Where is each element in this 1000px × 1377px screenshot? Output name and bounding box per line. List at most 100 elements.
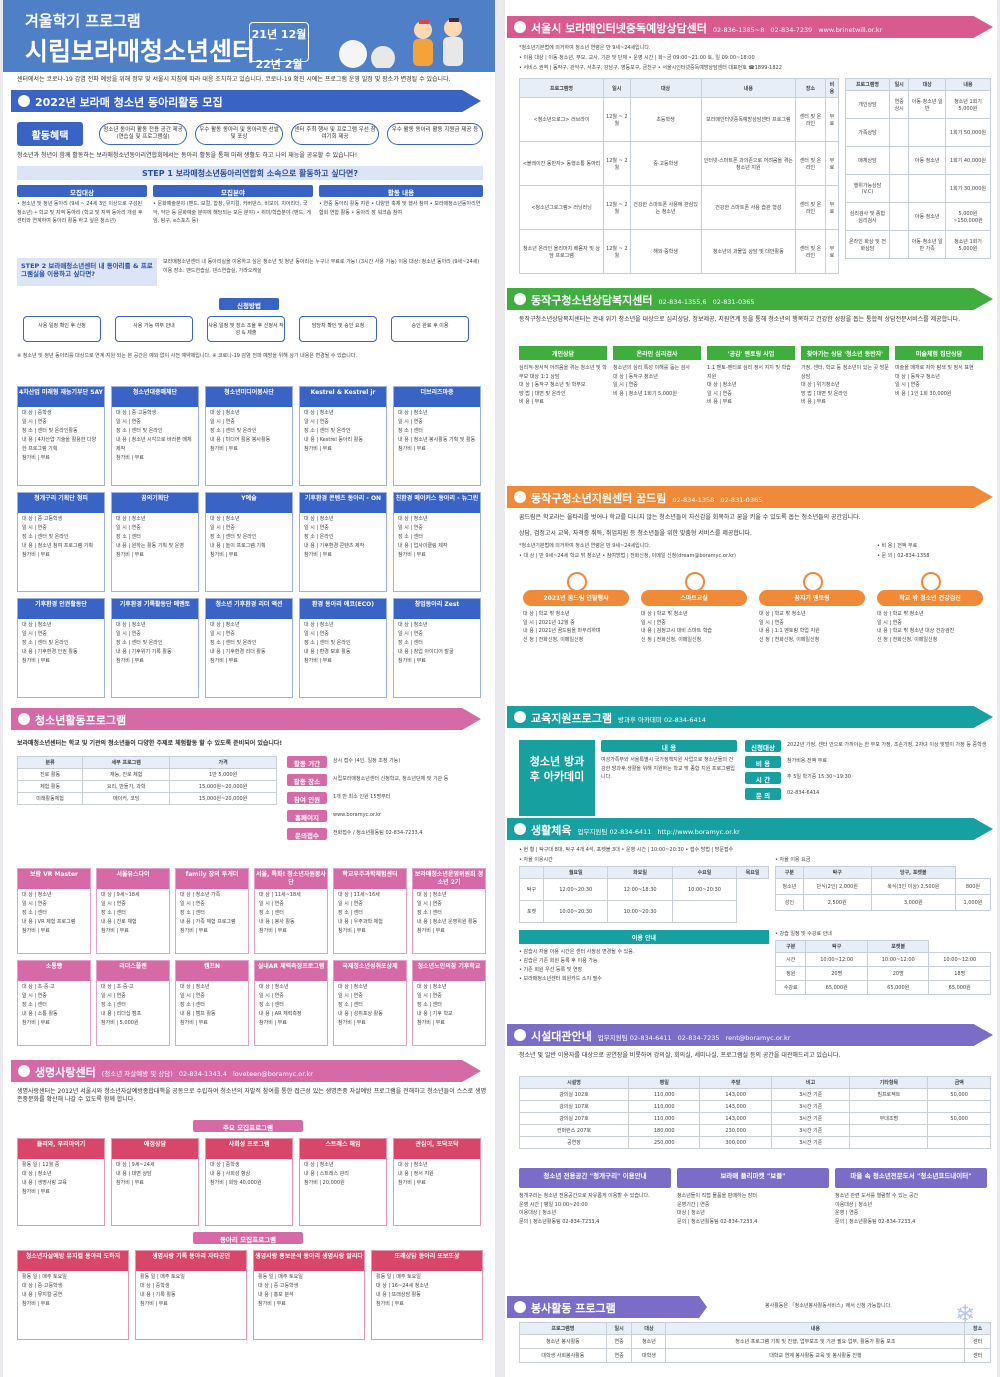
card-body: 활동 일 | 매주 토요일 대 상 | 중·고등학생 내 용 | 홍보 분석 참가비 … — [254, 1271, 364, 1311]
club-notes: ※ 청소년 및 청년 동아리를 대상으로 연계·지원 되는 본 공간은 예외 없… — [17, 353, 358, 359]
program-icon — [685, 572, 705, 592]
td-cell: 건강한 스마트폰 사용에 관심있는 청소년 — [629, 185, 702, 230]
td-cell: 해외 중학생 — [629, 229, 702, 274]
th-cell: 목요일 — [736, 866, 769, 879]
card-body: 대 상 | 청소년 일 시 | 연중 장 소 | 센터 내 용 | 업사이클링 제작 참… — [394, 513, 480, 562]
card-line: 장 소 | 센터 — [22, 910, 47, 916]
table-row: 성인 2,500원 3,000원 1,000원 — [775, 894, 992, 911]
card-body: 활동 일 | 매주 토요일 대 상 | 중·고등학생 내 용 | 뮤지컬 공연 참가비… — [18, 1271, 128, 1311]
benefit-4: 우수 활동 동아리 활동 지원금 제공 등 — [387, 123, 483, 145]
card-line: 장 소 | 센터 — [398, 428, 423, 434]
card-line: 일 시 | 연중 — [22, 631, 47, 637]
snowflake-icon: ❄ — [955, 1300, 976, 1328]
card-line: 일 시 | 연중 — [116, 525, 141, 531]
card-title: 캠프N — [176, 961, 248, 981]
td-cell: 무대조명 — [849, 1112, 929, 1125]
td-cell: 무료 — [824, 185, 840, 230]
info-key: 참여 인원 — [287, 792, 327, 804]
facility-line: 문의 | 청소년활동팀 02-834-7233,4 — [519, 1218, 600, 1225]
td-cell: 청소년의 과몰입 상담 및 대안활동 — [700, 229, 797, 274]
card-line: 참가비 | 무료 — [417, 928, 445, 934]
card-line: 일 시 | 연중 — [116, 419, 141, 425]
facility-line: 청소년들이 직접 물품을 판매하는 장터 — [677, 1193, 757, 1199]
th-cell: 대상 — [631, 1322, 667, 1335]
card-title: 더브리즈마중 — [394, 387, 480, 407]
card-line: 참가비 | 무료 — [398, 552, 426, 558]
intro-note: 센터에서는 코로나-19 감염 전파 예방을 위해 정부 및 서울시 지침에 따… — [17, 76, 451, 83]
td-cell — [927, 1124, 991, 1137]
dongjak-col-title: 미술체험 집단상담 — [895, 346, 983, 360]
card-line: 대 상 | 9세~24세 — [116, 1162, 155, 1168]
dongjak-lead: 동작구청소년상담복지센터는 관내 위기 청소년을 대상으로 심리상담, 정보제공… — [519, 316, 961, 323]
addiction-banner: 서울시 보라매인터넷중독예방상담센터 02-836-1385~8 02-834-72… — [507, 16, 993, 38]
facility-icon — [514, 1029, 526, 1041]
th-cell: 기타항목 — [849, 1076, 929, 1089]
card-line: 내 용 | 캠프 활동 — [180, 1011, 216, 1017]
card-line: 참가비 | 무료 — [22, 1189, 50, 1195]
card-body: 대 상 | 청소년 일 시 | 연중 장 소 | 센터 내 용 | 성취포상 활동 참가… — [334, 981, 406, 1030]
card-line: 참가비 | 무료 — [140, 1301, 168, 1307]
program-card: 관심이, 포닥포닥 대 상 | 청소년 내 용 | 정서 지원 참가비 | 무료 — [393, 1138, 481, 1226]
td-cell: 무료 — [824, 229, 840, 274]
program-card: 사회성 프로그램 대 상 | 중학생 내 용 | 사회성 향상 참가비 | 회당 40… — [205, 1138, 293, 1226]
sports-banner: 생활체육 업무지원팀 02-834-6411 http://www.boramyc.… — [507, 818, 993, 840]
card-line: 대 상 | 중·고등학생 — [22, 1283, 63, 1289]
kkumdream-prog-title: 학교 밖 청소년 건강검진 — [877, 590, 983, 606]
mini-cell: 세부 프로그램 — [82, 756, 171, 769]
th-cell: 화요일 — [607, 866, 673, 879]
card-title: 관심이, 포닥포닥 — [394, 1139, 480, 1159]
td-cell: 65,000원 — [928, 980, 991, 995]
td-cell: 성인 — [775, 894, 804, 911]
edu-value: 참가비용 전액 무료 — [787, 758, 827, 764]
card-line: 장 소 | 온라인 — [304, 534, 334, 540]
card-line: 참가비 | 무료 — [116, 552, 144, 558]
dongjak-col-body: 가정, 센터, 학교 등 청소년이 있는 곳 방문 상담 대 상 | 위기청소년 방… — [801, 364, 889, 407]
header-subtitle: 겨울학기 프로그램 — [25, 12, 141, 30]
winter-illustration — [323, 6, 491, 68]
facility-lead: 청소년 및 일반 이용자를 대상으로 공연장을 비롯하여 강의실, 회의실, 세… — [519, 1052, 841, 1059]
card-line: 참가비 | 무료 — [304, 552, 332, 558]
table-row: <청소년으로그> 러브라이 12월 ~ 2월 초등학생 보라매인터넷중독예방상담센터 … — [518, 97, 840, 142]
table-row: 청소년 온라인 올리마치 배움자 및 상담 프로그램 12월 ~ 2월 해외 중학생… — [518, 229, 840, 274]
info-value: 전화접수 / 청소년활동팀 02-834-7233,4 — [333, 830, 423, 836]
card-title: 서울유스다이 — [97, 869, 169, 889]
kkumdream-line: 대 상 | 학교 밖 청소년 — [877, 611, 924, 617]
mini-cell: 메이커, 코딩 — [82, 792, 171, 805]
th-cell — [518, 866, 545, 879]
td-cell: 800원 — [954, 878, 992, 895]
guide-line: • 감습은 기존 회원 등록 후 이용 가능 — [519, 958, 598, 964]
kkumdream-contact: • 문 의 | 02-834-1358 — [877, 553, 930, 559]
table-row: 수강료 65,000원 65,000원 65,000원 — [774, 980, 991, 995]
card-body: 활동 일 | 매주 토요일 대 상 | 16~24세 청소년 내 용 | 또래상담 … — [372, 1271, 482, 1311]
card-line: 내 용 | 사회성 향상 — [210, 1171, 251, 1177]
card-line: 대 상 | 중학생 — [210, 1162, 240, 1168]
benefit-1: 청소년 동아리 활동 전용 공간 제공 (연습실 및 프로그램실) — [99, 123, 187, 145]
edu-key: 문 의 — [745, 788, 781, 800]
dongjak-line: 방 법 | 대면 및 온라인 — [519, 390, 566, 397]
card-title: 친환경 메이커스 동아리 - 뉴그린 — [394, 493, 480, 513]
table-row: 강의실 107호 110,000 143,000 3시간 기준 — [519, 1100, 991, 1113]
card-title: 기후환경 인권활동단 — [18, 599, 104, 619]
td-cell — [849, 1100, 929, 1113]
td-cell: 1회기 30,000원 — [944, 174, 992, 203]
edu-icon — [514, 711, 526, 723]
mini-cell: 미래활동체험 — [16, 792, 84, 805]
card-body: 대 상 | 11세~16세 일 시 | 연중 장 소 | 센터 내 용 | 우주과학 … — [334, 889, 406, 938]
th-cell: 시설명 — [519, 1076, 629, 1089]
dongjak-line: 일 시 | 연중 — [613, 382, 638, 388]
card-title: 보라매청소년운영위원회 청소년 2기 — [413, 869, 485, 889]
kkumdream-lead: 꿈드림은 학교라는 울타리를 벗어나 학교를 다니지 않는 청소년들이 자신감을… — [519, 514, 861, 521]
card-line: 일 시 | 연중 — [338, 993, 363, 999]
program-card: 보람 VR Master 대 상 | 청소년 일 시 | 연중 장 소 | 센터 내 용… — [17, 868, 91, 954]
benefit-button: 활동혜택 — [17, 122, 83, 146]
card-line: 대 상 | 11세~16세 — [338, 892, 380, 898]
table-row: 대학생 사회봉사활동 연중 대학생 대학교 연계 봉사활동 교육 및 봉사활동 진행 센… — [519, 1348, 991, 1363]
td-cell: 230,000 — [699, 1124, 772, 1137]
td-cell: 센터 및 온라인 — [795, 141, 826, 186]
facility-line: 청개구리는 청소년 전용공간으로 자유롭게 이용할 수 있습니다. — [519, 1193, 650, 1199]
card-line: 일 시 | 연중 — [116, 631, 141, 637]
sports-use-title: • 자율 이용시간 — [519, 857, 553, 863]
kkumdream-line: 신 청 | 전화신청, 이메일신청 — [877, 636, 938, 643]
td-cell: 포켓 — [518, 900, 545, 923]
